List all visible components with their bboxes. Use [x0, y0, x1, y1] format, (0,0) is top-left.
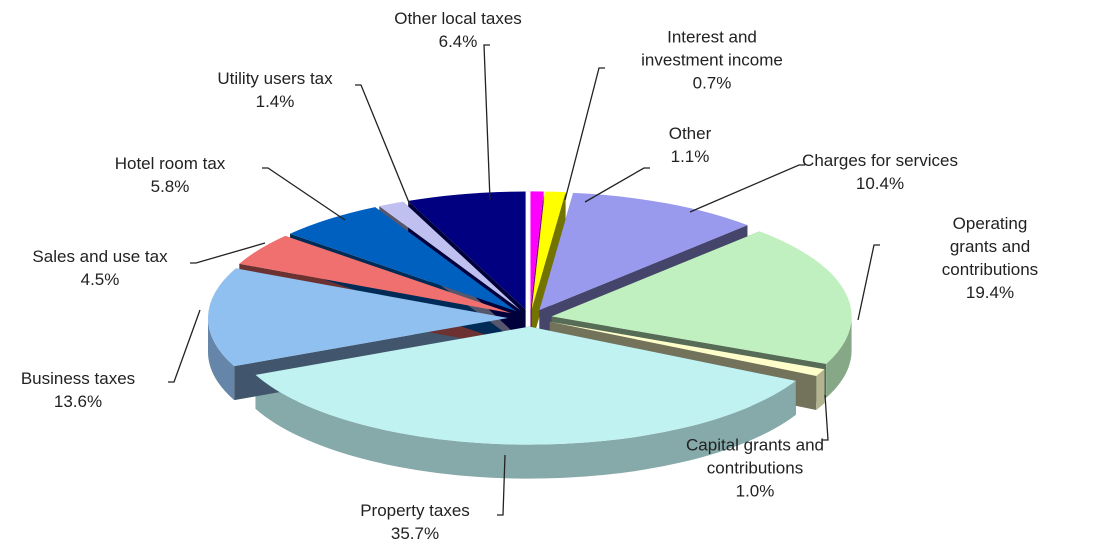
data-label: Sales and use tax 4.5%	[32, 245, 167, 291]
leader-line	[497, 454, 506, 516]
category-label: Charges for services	[802, 151, 958, 170]
category-label: Hotel room tax	[114, 154, 226, 173]
category-label: Interest and investment income	[641, 27, 783, 70]
data-label: Other local taxes 6.4%	[394, 7, 522, 53]
category-label: Property taxes	[360, 501, 470, 520]
leader-line	[483, 44, 491, 201]
slice	[255, 326, 796, 445]
category-label: Operating grants and contributions	[941, 214, 1039, 279]
slice-rim	[816, 369, 825, 410]
category-label: Sales and use tax	[32, 247, 168, 266]
data-label: Hotel room tax 5.8%	[115, 152, 226, 198]
slice-rim	[255, 374, 796, 479]
slice	[549, 321, 825, 376]
data-label: Operating grants and contributions 19.4%	[938, 212, 1043, 304]
leader-line	[168, 309, 201, 383]
leader-line	[822, 394, 829, 441]
slice	[531, 191, 566, 310]
category-label: Capital grants and contributions	[686, 435, 824, 478]
slice	[290, 207, 517, 312]
slice	[539, 192, 748, 311]
value-label: 5.8%	[150, 177, 190, 196]
leader-line	[262, 167, 346, 221]
slice	[408, 191, 526, 310]
slice	[551, 231, 852, 364]
data-label: Interest and investment income 0.7%	[641, 26, 783, 95]
value-label: 4.5%	[80, 270, 120, 289]
leader-line	[584, 167, 650, 203]
category-label: Other	[668, 124, 712, 143]
value-label: 1.1%	[670, 147, 710, 166]
slice	[208, 268, 509, 367]
leader-line	[355, 84, 411, 206]
value-label: 0.7%	[692, 73, 732, 93]
value-label: 13.6%	[53, 392, 103, 411]
leader-line	[857, 244, 880, 321]
data-label: Business taxes 13.6%	[21, 367, 135, 413]
leader-line	[564, 67, 605, 201]
category-label: Utility users tax	[217, 69, 333, 88]
category-label: Business taxes	[20, 369, 136, 388]
slice-rim	[208, 317, 235, 401]
value-label: 1.4%	[255, 92, 295, 111]
value-label: 19.4%	[965, 283, 1015, 302]
data-label: Charges for services 10.4%	[802, 149, 958, 195]
slice-tops	[208, 191, 852, 445]
data-label: Property taxes 35.7%	[360, 499, 470, 545]
slice	[530, 191, 544, 310]
slice-wall	[531, 192, 566, 344]
slice	[379, 201, 521, 311]
slice-rim	[826, 316, 852, 398]
value-label: 6.4%	[438, 32, 478, 51]
leader-line	[190, 242, 266, 264]
value-label: 1.0%	[735, 481, 775, 501]
category-label: Other local taxes	[394, 9, 522, 28]
data-label: Utility users tax 1.4%	[217, 67, 332, 113]
data-label: Capital grants and contributions 1.0%	[686, 434, 824, 503]
value-label: 35.7%	[390, 524, 440, 543]
leader-line	[689, 164, 805, 213]
slice	[239, 235, 512, 314]
value-label: 10.4%	[855, 174, 905, 193]
data-label: Other 1.1%	[669, 122, 712, 168]
